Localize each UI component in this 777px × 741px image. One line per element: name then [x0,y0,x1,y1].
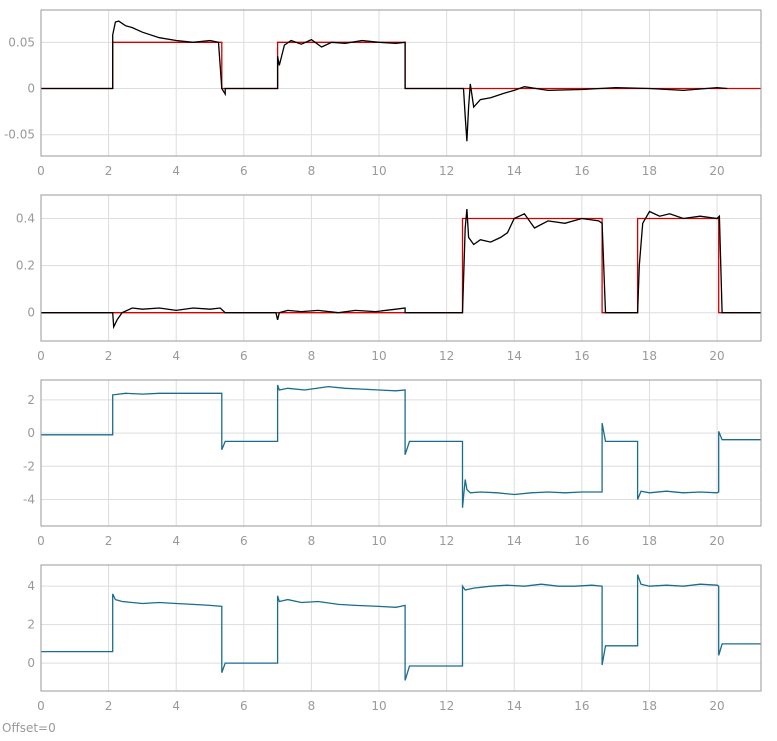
plot-area [41,565,761,691]
x-tick-label: 12 [439,534,454,548]
x-tick-label: 18 [642,164,657,178]
x-tick-label: 20 [709,699,724,713]
x-tick-label: 0 [37,349,45,363]
y-tick-label: -2 [23,459,35,473]
x-tick-label: 6 [240,164,248,178]
x-tick-label: 14 [507,699,522,713]
x-tick-label: 2 [105,699,113,713]
y-tick-label: -0.05 [4,128,35,142]
x-tick-label: 0 [37,164,45,178]
x-tick-label: 10 [371,699,386,713]
x-tick-label: 2 [105,534,113,548]
x-tick-label: 12 [439,349,454,363]
x-tick-label: 20 [709,164,724,178]
axes-panel-4: 0 2 4 6 8 10 12 14 16 18 20 0 2 4 [27,564,762,713]
x-tick-label: 18 [642,349,657,363]
series-line-1 [41,384,761,508]
y-tick-label: 0 [27,426,35,440]
y-tick-label: 2 [27,393,35,407]
y-tick-label: 0.2 [16,259,35,273]
axes-panel-3: 0 2 4 6 8 10 12 14 16 18 20 -4 -2 0 2 [23,379,762,548]
x-tick-label: 12 [439,164,454,178]
x-tick-label: 16 [574,164,589,178]
x-tick-label: 8 [308,534,316,548]
y-tick-label: 0.05 [8,35,35,49]
x-tick-label: 14 [507,349,522,363]
x-tick-label: 8 [308,349,316,363]
x-tick-label: 2 [105,349,113,363]
x-tick-label: 10 [371,164,386,178]
x-tick-label: 6 [240,699,248,713]
y-tick-label: 0 [27,306,35,320]
x-tick-label: 2 [105,164,113,178]
plot-area [41,10,761,156]
x-tick-label: 8 [308,699,316,713]
axes-frame [40,379,762,527]
y-tick-label: 4 [27,579,35,593]
x-tick-label: 10 [371,534,386,548]
axes-panel-2: 0 2 4 6 8 10 12 14 16 18 20 0 0.2 0.4 [16,194,762,363]
plot-area [41,195,761,341]
y-tick-label: 0 [27,82,35,96]
x-tick-label: 18 [642,699,657,713]
x-tick-label: 4 [172,349,180,363]
y-tick-label: 0.4 [16,212,35,226]
series-line-1 [41,574,761,681]
x-tick-label: 16 [574,699,589,713]
y-tick-label: 0 [27,656,35,670]
y-tick-label: 2 [27,618,35,632]
axes-panel-1: 0 2 4 6 8 10 12 14 16 18 20 -0.05 0 0.05 [4,9,762,178]
axes-frame [40,564,762,692]
x-tick-label: 14 [507,534,522,548]
x-tick-label: 8 [308,164,316,178]
axes-frame [40,194,762,342]
x-tick-label: 4 [172,534,180,548]
x-tick-label: 14 [507,164,522,178]
plot-area [41,380,761,526]
x-tick-label: 12 [439,699,454,713]
offset-label: Offset=0 [2,721,56,735]
x-tick-label: 20 [709,534,724,548]
x-tick-label: 6 [240,349,248,363]
x-tick-label: 0 [37,534,45,548]
y-tick-label: -4 [23,492,35,506]
x-tick-label: 10 [371,349,386,363]
x-tick-label: 4 [172,699,180,713]
x-tick-label: 18 [642,534,657,548]
axes-frame [40,9,762,157]
series-line-2 [41,209,761,330]
x-tick-label: 4 [172,164,180,178]
x-tick-label: 0 [37,699,45,713]
x-tick-label: 6 [240,534,248,548]
x-tick-label: 16 [574,534,589,548]
series-line-2 [41,20,728,142]
x-tick-label: 16 [574,349,589,363]
x-tick-label: 20 [709,349,724,363]
